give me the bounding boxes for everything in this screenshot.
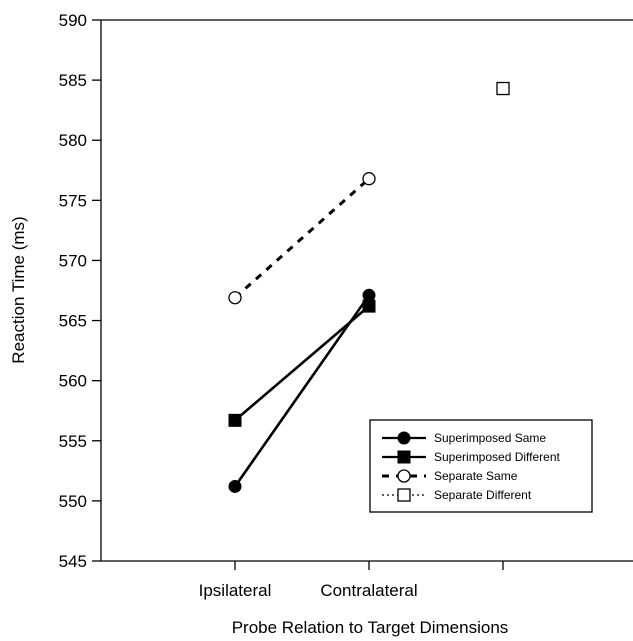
legend-marker-0 [397,431,411,445]
series-3-point-0 [496,81,510,96]
series-2-point-1 [362,172,376,186]
legend-marker-1 [397,450,411,464]
legend-label-0: Superimposed Same [434,431,546,445]
series-1 [228,299,376,427]
y-tick-label-3: 560 [59,372,87,391]
y-tick-label-6: 575 [59,191,87,210]
y-tick-label-2: 555 [59,432,87,451]
axes [100,19,633,562]
legend-label-1: Superimposed Different [434,450,561,464]
x-axis-title: Probe Relation to Target Dimensions [232,618,509,637]
series-1-point-0 [228,413,242,427]
series-2-point-0 [228,291,242,305]
series-3 [496,81,510,96]
y-tick-label-7: 580 [59,131,87,150]
series-1-point-1 [362,299,376,313]
legend-label-2: Separate Same [434,469,518,483]
y-tick-label-5: 570 [59,251,87,270]
series-2 [228,172,376,305]
y-tick-label-1: 550 [59,492,87,511]
legend-marker-2 [397,469,411,483]
legend-label-3: Separate Different [434,488,532,502]
y-axis-ticks: 545 550 555 560 565 570 575 580 585 590 [59,11,101,571]
y-tick-label-4: 565 [59,312,87,331]
series-1-segment-0 [234,305,370,422]
series-0-segment-0 [233,294,371,488]
series-2-segment-0 [234,177,370,299]
series-0-point-1 [362,288,376,302]
series-layer [228,81,510,493]
y-tick-label-9: 590 [59,11,87,30]
y-tick-label-8: 585 [59,71,87,90]
x-tick-label-0: Ipsilateral [199,581,272,600]
legend: Superimposed Same Superimposed Different S… [369,419,593,513]
y-tick-label-0: 545 [59,552,87,571]
y-axis-title: Reaction Time (ms) [9,216,28,363]
legend-marker-3 [397,488,411,502]
x-tick-label-1: Contralateral [320,581,417,600]
series-0-point-0 [228,479,242,493]
x-axis-ticks: Ipsilateral Contralateral [199,561,504,600]
